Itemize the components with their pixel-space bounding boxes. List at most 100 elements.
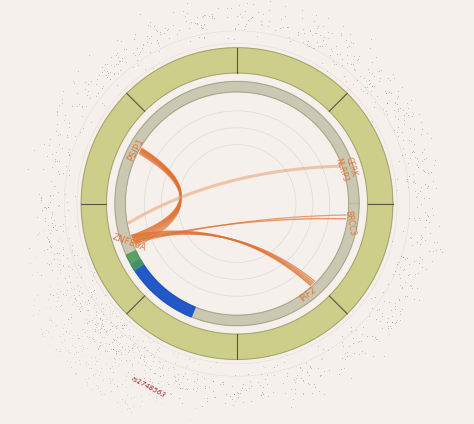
Point xyxy=(107,53,115,60)
Point xyxy=(415,164,422,171)
Point xyxy=(124,391,131,398)
Point xyxy=(264,0,271,3)
Point xyxy=(167,391,174,397)
Point xyxy=(393,100,401,107)
Point xyxy=(46,243,54,250)
Point xyxy=(406,155,414,162)
Point xyxy=(72,359,79,365)
Point xyxy=(116,58,124,64)
Point xyxy=(46,304,54,310)
Point xyxy=(72,295,79,301)
Point xyxy=(55,235,63,242)
Point xyxy=(146,49,154,56)
Point xyxy=(435,223,443,229)
Point xyxy=(63,134,71,141)
Point xyxy=(393,176,401,182)
Point xyxy=(59,262,66,269)
Point xyxy=(85,300,93,307)
Point xyxy=(105,341,112,348)
Point xyxy=(81,298,88,305)
Point xyxy=(47,248,55,255)
Point xyxy=(311,30,319,36)
Point xyxy=(117,357,125,363)
Point xyxy=(157,401,165,407)
Point xyxy=(363,332,371,339)
Point xyxy=(109,362,116,369)
Point xyxy=(391,303,399,310)
Point xyxy=(53,226,60,233)
Point xyxy=(409,171,416,178)
Point xyxy=(316,42,323,49)
Point xyxy=(113,383,120,390)
Point xyxy=(89,271,96,277)
Point xyxy=(58,100,65,107)
Point xyxy=(154,393,161,399)
Point xyxy=(75,288,83,295)
Point xyxy=(429,178,437,184)
Point xyxy=(65,152,73,159)
Point xyxy=(417,188,424,195)
Point xyxy=(82,358,90,365)
Point xyxy=(284,23,292,30)
Point xyxy=(107,364,114,371)
Point xyxy=(33,214,41,220)
Point xyxy=(67,328,74,335)
Point xyxy=(298,7,305,14)
Point xyxy=(91,371,99,377)
Point xyxy=(91,328,99,335)
Point xyxy=(102,328,110,335)
Point xyxy=(165,35,173,42)
Point xyxy=(365,76,373,83)
Point xyxy=(49,151,56,157)
Point xyxy=(128,382,135,389)
Point xyxy=(228,383,236,390)
Point xyxy=(112,350,119,357)
Point xyxy=(367,88,375,95)
Point xyxy=(120,46,128,53)
Point xyxy=(389,312,396,319)
Point xyxy=(415,260,423,267)
Point xyxy=(316,373,324,379)
Point xyxy=(46,314,54,321)
Point xyxy=(124,343,132,349)
Point xyxy=(112,323,119,330)
Point xyxy=(427,169,435,176)
Point xyxy=(30,147,38,153)
Point xyxy=(417,183,425,190)
Point xyxy=(424,183,432,190)
Point xyxy=(90,315,97,322)
Point xyxy=(66,358,74,365)
Point xyxy=(67,311,75,318)
Point xyxy=(355,350,362,357)
Point xyxy=(365,312,373,319)
Point xyxy=(71,223,79,230)
Point xyxy=(54,121,61,128)
Point xyxy=(118,349,125,355)
Point xyxy=(118,380,126,387)
Point xyxy=(233,13,240,20)
Point xyxy=(362,84,369,91)
Point xyxy=(29,302,37,309)
Point xyxy=(136,11,144,17)
Point xyxy=(108,327,116,334)
Point xyxy=(144,39,151,46)
Point xyxy=(294,29,301,36)
Point xyxy=(214,4,222,11)
Point xyxy=(233,389,241,396)
Point xyxy=(219,379,227,386)
Point xyxy=(43,326,50,333)
Point xyxy=(296,365,304,371)
Point xyxy=(328,47,336,54)
Point xyxy=(53,109,61,116)
Point xyxy=(55,202,63,209)
Point xyxy=(415,111,422,117)
Point xyxy=(358,331,366,338)
Point xyxy=(400,137,407,143)
Point xyxy=(396,105,404,112)
Point xyxy=(421,168,428,175)
Point xyxy=(230,391,238,397)
Point xyxy=(201,33,208,40)
Point xyxy=(231,36,238,42)
Point xyxy=(125,349,132,356)
Point xyxy=(341,350,349,357)
